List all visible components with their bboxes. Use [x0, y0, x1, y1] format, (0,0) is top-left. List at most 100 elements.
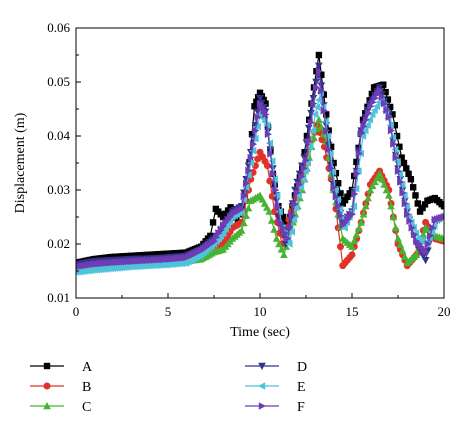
data-point: [421, 201, 429, 208]
data-point: [412, 250, 421, 258]
data-point: [272, 186, 280, 194]
data-point: [346, 190, 353, 197]
data-point: [363, 121, 371, 129]
data-point: [256, 99, 264, 108]
data-point: [400, 191, 408, 200]
data-point: [382, 88, 389, 96]
data-point: [341, 196, 349, 204]
y-tick-label: 0.05: [47, 74, 70, 89]
data-point: [385, 191, 393, 199]
data-point: [264, 130, 272, 138]
data-point: [252, 126, 260, 135]
data-point: [331, 186, 339, 194]
legend-item-C: C: [30, 400, 91, 415]
data-point: [419, 204, 426, 212]
data-point: [389, 213, 398, 221]
data-point: [318, 71, 325, 78]
data-point: [315, 51, 323, 59]
data-point: [315, 62, 323, 70]
data-point: [389, 111, 396, 118]
data-point: [407, 176, 415, 183]
data-point: [387, 126, 396, 135]
data-point: [327, 164, 336, 173]
data-point: [392, 153, 400, 162]
data-point: [401, 199, 409, 208]
data-point: [242, 211, 250, 219]
data-point: [375, 98, 383, 107]
legend-marker: [43, 362, 51, 370]
data-point: [332, 192, 340, 201]
data-point: [352, 184, 360, 193]
data-point: [249, 140, 258, 148]
data-point: [305, 137, 313, 146]
data-point: [337, 190, 344, 197]
data-point: [398, 246, 407, 254]
data-point: [251, 103, 258, 110]
data-point: [301, 167, 309, 175]
data-point: [326, 150, 334, 158]
data-point: [314, 96, 323, 104]
data-point: [267, 150, 275, 158]
data-point: [210, 237, 218, 246]
data-point: [284, 234, 292, 243]
data-point: [308, 126, 316, 135]
data-point: [280, 250, 288, 258]
legend-label: B: [82, 380, 91, 395]
x-tick-label: 5: [165, 304, 172, 319]
data-point: [378, 175, 386, 183]
data-point: [383, 106, 391, 115]
legend: ABC DEF: [30, 360, 307, 415]
data-point: [286, 223, 294, 231]
data-point: [385, 113, 393, 121]
data-point: [366, 186, 375, 194]
y-axis-label: Displacement (m): [13, 112, 28, 213]
x-tick-label: 15: [346, 304, 359, 319]
data-point: [412, 192, 419, 199]
data-point: [219, 229, 227, 237]
data-point: [368, 181, 377, 190]
data-point: [323, 126, 331, 135]
data-point: [335, 202, 343, 210]
data-point: [354, 167, 362, 175]
data-point: [279, 213, 287, 221]
data-point: [336, 205, 344, 213]
data-point: [311, 110, 319, 119]
data-point: [368, 110, 376, 119]
data-point: [355, 224, 363, 232]
legend-item-F: F: [245, 400, 305, 415]
data-point: [256, 95, 264, 103]
data-point: [384, 96, 392, 103]
data-point: [287, 228, 295, 236]
data-point: [386, 103, 394, 111]
data-point: [370, 106, 378, 115]
data-point: [273, 191, 281, 200]
data-point: [215, 229, 223, 237]
data-point: [351, 190, 359, 198]
data-point: [358, 129, 366, 138]
x-tick-label: 0: [73, 304, 80, 319]
data-point: [325, 145, 333, 154]
data-point: [226, 217, 234, 225]
axis-ticks: 0 5 10 15 20 0.01 0.02 0.03 0.04 0.05 0.06: [47, 20, 450, 319]
data-point: [371, 94, 379, 102]
data-point: [410, 230, 419, 239]
legend-marker: [258, 402, 266, 410]
data-point: [440, 203, 444, 210]
data-point: [401, 252, 409, 261]
data-point: [318, 136, 326, 144]
data-point: [378, 93, 386, 101]
data-point: [416, 208, 424, 215]
data-point: [396, 240, 405, 248]
data-point: [277, 245, 286, 253]
data-point: [320, 107, 328, 115]
data-point: [310, 99, 318, 108]
legend-marker: [43, 402, 51, 410]
data-point: [272, 234, 281, 242]
legend-item-E: E: [245, 380, 306, 395]
data-point: [309, 95, 318, 103]
data-point: [344, 193, 351, 200]
data-point: [290, 215, 298, 224]
data-point: [339, 200, 346, 207]
data-point: [376, 86, 384, 94]
